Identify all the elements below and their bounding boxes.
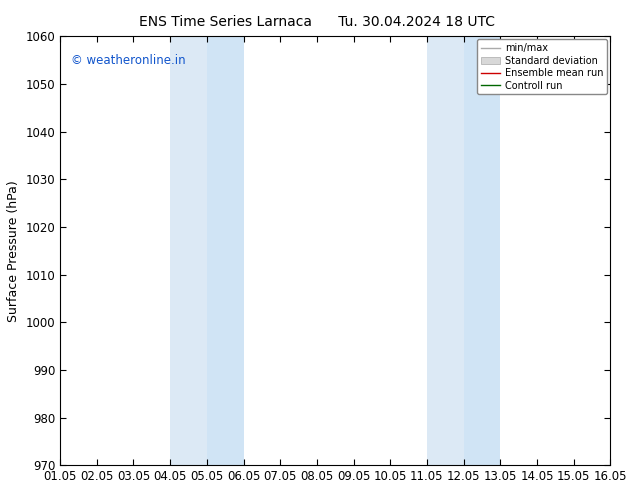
Text: © weatheronline.in: © weatheronline.in <box>71 53 186 67</box>
Y-axis label: Surface Pressure (hPa): Surface Pressure (hPa) <box>7 180 20 322</box>
Bar <box>463 36 500 465</box>
Bar <box>427 36 463 465</box>
Bar <box>207 36 243 465</box>
Bar <box>170 36 207 465</box>
Legend: min/max, Standard deviation, Ensemble mean run, Controll run: min/max, Standard deviation, Ensemble me… <box>477 39 607 95</box>
Text: ENS Time Series Larnaca      Tu. 30.04.2024 18 UTC: ENS Time Series Larnaca Tu. 30.04.2024 1… <box>139 15 495 29</box>
